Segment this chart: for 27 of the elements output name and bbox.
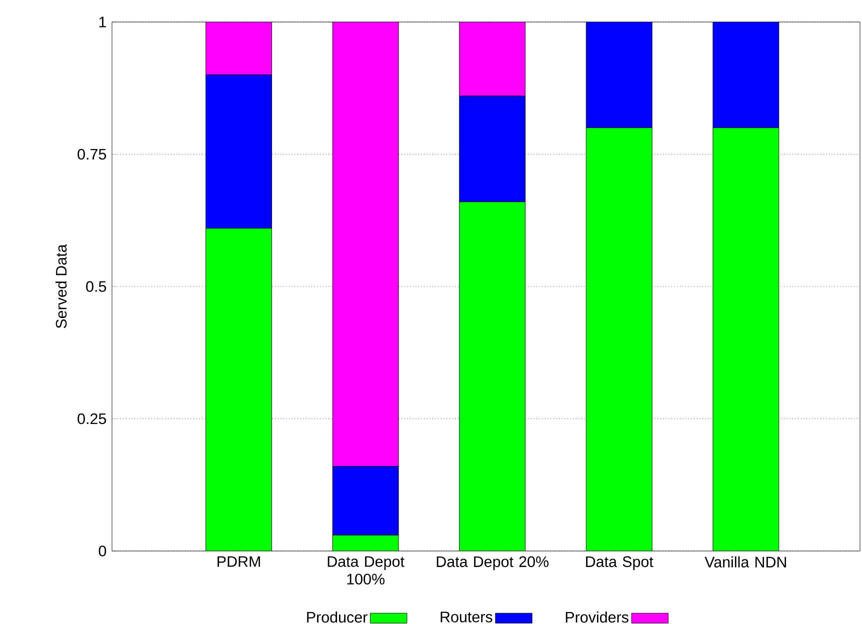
x-tick-label: Data Spot [586,556,654,570]
bar [459,96,526,202]
y-tick-label: 1 [99,16,106,28]
x-tick-label: Data Depot 100% [328,556,404,585]
y-axis-title: Served Data [55,244,67,328]
bar [332,466,399,536]
y-tick-label: 0.5 [86,281,106,292]
legend-label: Providers [566,611,628,623]
y-tick-label: 0 [98,546,106,556]
bar [712,128,780,551]
x-tick-label: PDRM [218,556,260,567]
legend-label: Producer [307,611,368,623]
legend-label: Routers [440,612,492,622]
bar [586,128,652,551]
bar [586,22,652,128]
bar [206,22,272,76]
bar [206,74,272,229]
bar [332,22,399,467]
x-tick-label: Vanilla NDN [704,556,786,568]
bar [712,22,780,128]
bar [459,22,526,96]
bar [332,534,399,551]
y-tick-label: 0.75 [78,148,106,160]
bar [206,228,272,551]
bar [459,202,526,551]
y-tick-label: 0.25 [78,413,106,424]
x-tick-label: Data Depot 20% [436,556,549,570]
